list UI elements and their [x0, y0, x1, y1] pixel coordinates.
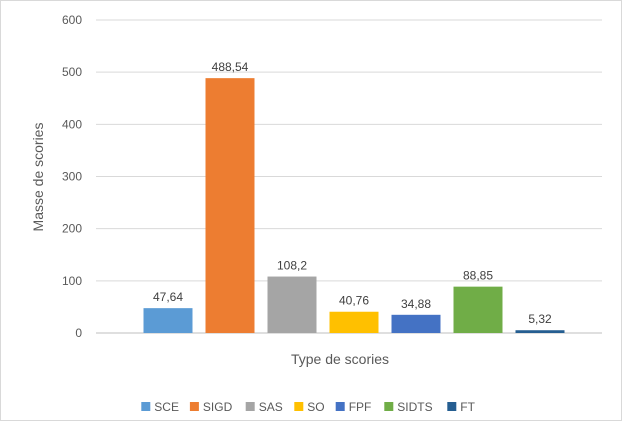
- legend-item: SO: [294, 400, 325, 414]
- legend-swatch: [384, 402, 394, 411]
- y-tick-label: 0: [75, 326, 82, 340]
- legend-item: SCE: [141, 400, 179, 414]
- bar-sigd: [205, 78, 255, 334]
- y-tick-label: 200: [62, 222, 82, 236]
- legend-item: SAS: [245, 400, 283, 414]
- legend-label: SIGD: [203, 400, 233, 414]
- bar-fpf: [391, 314, 441, 333]
- y-tick-label: 100: [62, 274, 82, 288]
- data-labels: 47,64 488,54 108,2 40,76 34,88 88,85 5,32: [153, 60, 552, 326]
- legend-swatch: [141, 402, 151, 411]
- y-tick-label: 500: [62, 65, 82, 79]
- bar-sidts: [453, 286, 503, 333]
- y-tick-label: 300: [62, 170, 82, 184]
- legend-label: SIDTS: [397, 400, 432, 414]
- y-axis-ticks: 0 100 200 300 400 500 600: [62, 13, 82, 340]
- legend-item: SIDTS: [384, 400, 433, 414]
- legend-label: SCE: [154, 400, 179, 414]
- data-label: 40,76: [339, 294, 369, 308]
- data-label: 88,85: [463, 269, 493, 283]
- legend-label: SO: [307, 400, 324, 414]
- bar-sce: [143, 308, 193, 333]
- bar-ft: [515, 330, 565, 333]
- legend-label: FPF: [349, 400, 372, 414]
- legend-swatch: [447, 402, 457, 411]
- legend-swatch: [294, 402, 304, 411]
- data-label: 34,88: [401, 297, 431, 311]
- data-label: 108,2: [277, 259, 307, 273]
- legend: SCE SIGD SAS SO FPF SIDTS FT: [141, 400, 476, 414]
- y-tick-label: 400: [62, 117, 82, 131]
- bar-sas: [267, 276, 317, 333]
- y-axis-title: Masse de scories: [30, 123, 46, 232]
- bar-so: [329, 311, 379, 333]
- legend-item: SIGD: [189, 400, 233, 414]
- x-axis-title: Type de scories: [291, 351, 389, 367]
- data-label: 5,32: [528, 312, 552, 326]
- legend-swatch: [335, 402, 345, 411]
- data-label: 488,54: [212, 60, 249, 74]
- legend-item: FPF: [335, 400, 372, 414]
- legend-label: FT: [460, 400, 475, 414]
- legend-item: FT: [447, 400, 476, 414]
- y-tick-label: 600: [62, 13, 82, 27]
- legend-swatch: [189, 402, 199, 411]
- data-label: 47,64: [153, 290, 183, 304]
- legend-label: SAS: [259, 400, 283, 414]
- legend-swatch: [245, 402, 255, 411]
- bars: [143, 78, 565, 334]
